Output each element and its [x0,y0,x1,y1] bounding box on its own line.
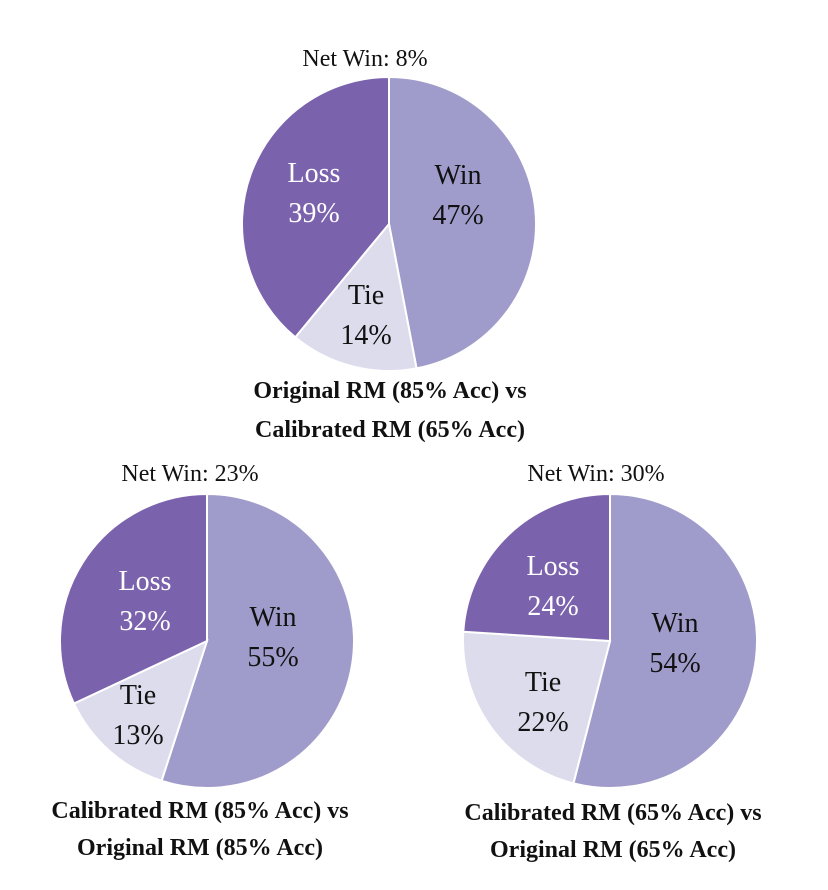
slice-label-tie: Tie [348,280,384,311]
slice-value-win: 54% [649,648,700,679]
slice-value-win: 55% [247,642,298,673]
pie-slice-tie [462,630,612,785]
slice-value-loss: 32% [119,606,170,637]
pie-chart-calibrated-85-vs-original-85: Win 55% Tie 13% Loss 32% Net Win: 23% Calibrate… [51,461,355,861]
slice-value-loss: 39% [288,198,339,229]
slice-label-loss: Loss [527,551,580,582]
slice-label-win: Win [434,160,481,191]
slice-value-tie: 14% [340,320,391,351]
chart-caption-line-1: Calibrated RM (65% Acc) vs [464,800,761,826]
slice-label-loss: Loss [119,566,172,597]
pie-slice-loss [462,492,611,643]
slice-label-win: Win [249,602,296,633]
chart-caption-line-2: Calibrated RM (65% Acc) [255,417,525,443]
pie-slice-tie [72,639,209,783]
chart-caption-line-1: Calibrated RM (85% Acc) vs [51,798,348,824]
net-win-title: Net Win: 23% [121,461,258,487]
pie-chart-original-85-vs-calibrated-65: Win 47% Tie 14% Loss 39% Net Win: 8% Original R… [240,46,538,443]
pie-slice-tie [293,221,418,372]
slice-label-win: Win [651,608,698,639]
slice-value-win: 47% [432,200,483,231]
pie-slice-win [572,492,758,789]
slice-value-tie: 13% [112,720,163,751]
chart-caption-line-2: Original RM (65% Acc) [490,837,736,863]
slice-value-loss: 24% [527,591,578,622]
pie-slice-loss [240,75,390,339]
pie-chart-calibrated-65-vs-original-65: Win 54% Tie 22% Loss 24% Net Win: 30% Calibrate… [462,461,762,863]
chart-caption-line-1: Original RM (85% Acc) vs [253,378,526,404]
pie-slice-win [388,75,538,370]
slice-label-tie: Tie [120,680,156,711]
slice-label-tie: Tie [525,667,561,698]
net-win-title: Net Win: 30% [527,461,664,487]
pie-slice-loss [59,492,208,705]
chart-caption-line-2: Original RM (85% Acc) [77,835,323,861]
net-win-title: Net Win: 8% [302,46,427,72]
pie-slice-win [160,492,355,789]
slice-value-tie: 22% [517,707,568,738]
slice-label-loss: Loss [288,158,341,189]
